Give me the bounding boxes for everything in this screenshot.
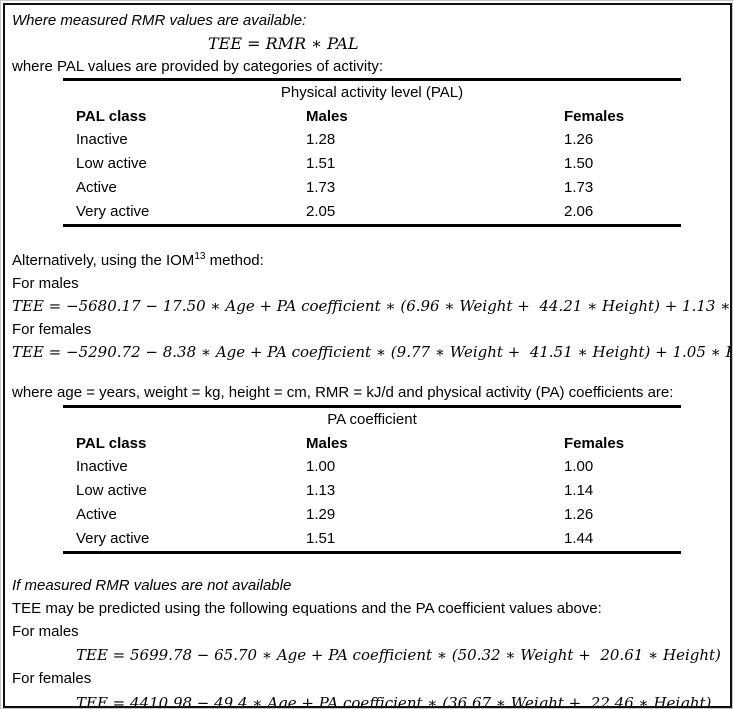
rmr-available-heading: Where measured RMR values are available:: [12, 12, 307, 29]
pal-table-col-palclass: PAL class: [76, 108, 147, 125]
pal-class-cell: Active: [76, 179, 117, 196]
pa-coefficient-table: PA coefficient PAL class Males Females I…: [63, 405, 681, 554]
females-value-cell: 1.14: [564, 482, 594, 499]
females-value-cell: 2.06: [564, 203, 594, 220]
table-row: Very active 2.05 2.06: [63, 200, 681, 224]
table-row: Low active 1.51 1.50: [63, 152, 681, 176]
pal-class-cell: Inactive: [76, 131, 128, 148]
tee-rmr-pal-equation: TEE = RMR ∗ PAL: [208, 34, 359, 53]
females-value-cell: 1.26: [564, 131, 594, 148]
prediction-males-equation: TEE = 5699.78 − 65.70 ∗ Age + PA coeffic…: [76, 646, 721, 664]
females-value-cell: 1.50: [564, 155, 594, 172]
pal-table-col-females: Females: [564, 108, 625, 125]
table-row: Inactive 1.00 1.00: [63, 455, 681, 479]
units-note: where age = years, weight = kg, height =…: [12, 384, 674, 401]
males-value-cell: 2.05: [306, 203, 336, 220]
table-row: Very active 1.51 1.44: [63, 527, 681, 551]
spacer: [12, 227, 725, 245]
table-row: Low active 1.13 1.14: [63, 479, 681, 503]
pa-table-col-females: Females: [564, 435, 625, 452]
pal-table-header-row: PAL class Males Females: [63, 105, 681, 128]
females-value-cell: 1.73: [564, 179, 594, 196]
prediction-for-females-label: For females: [12, 670, 92, 687]
iom-males-equation: TEE = −5680.17 − 17.50 ∗ Age + PA coeffi…: [12, 297, 732, 315]
pa-table-col-palclass: PAL class: [76, 435, 147, 452]
pal-class-cell: Very active: [76, 530, 150, 547]
females-value-cell: 1.00: [564, 458, 594, 475]
pal-class-cell: Very active: [76, 203, 150, 220]
spacer: [12, 364, 725, 381]
figure-frame: Where measured RMR values are available:…: [3, 3, 732, 708]
iom-females-equation: TEE = −5290.72 − 8.38 ∗ Age + PA coeffic…: [12, 343, 732, 361]
spacer: [12, 554, 725, 574]
females-value-cell: 1.44: [564, 530, 594, 547]
pal-class-cell: Low active: [76, 482, 147, 499]
table-row: Active 1.29 1.26: [63, 503, 681, 527]
rmr-not-available-heading: If measured RMR values are not available: [12, 577, 292, 594]
pal-class-cell: Inactive: [76, 458, 128, 475]
males-value-cell: 1.29: [306, 506, 336, 523]
males-value-cell: 1.00: [306, 458, 336, 475]
pa-table-span-header: PA coefficient: [327, 411, 417, 428]
prediction-description: TEE may be predicted using the following…: [12, 600, 602, 617]
males-value-cell: 1.73: [306, 179, 336, 196]
females-value-cell: 1.26: [564, 506, 594, 523]
iom-reference-superscript: 13: [194, 251, 206, 262]
prediction-females-equation: TEE = 4410.98 − 49.4 ∗ Age + PA coeffici…: [76, 694, 712, 708]
iom-method-suffix: method:: [205, 252, 264, 269]
pal-class-cell: Active: [76, 506, 117, 523]
males-value-cell: 1.51: [306, 155, 336, 172]
males-value-cell: 1.51: [306, 530, 336, 547]
pal-table: Physical activity level (PAL) PAL class …: [63, 78, 681, 227]
iom-method-line: Alternatively, using the IOM13 method:: [12, 245, 725, 272]
table-row: Active 1.73 1.73: [63, 176, 681, 200]
pa-table-header-row: PAL class Males Females: [63, 432, 681, 455]
iom-method-prefix: Alternatively, using the IOM: [12, 252, 195, 269]
males-value-cell: 1.13: [306, 482, 336, 499]
pa-table-col-males: Males: [306, 435, 348, 452]
males-value-cell: 1.28: [306, 131, 336, 148]
pal-table-col-males: Males: [306, 108, 348, 125]
iom-for-males-label: For males: [12, 275, 79, 292]
iom-for-females-label: For females: [12, 321, 92, 338]
table-row: Inactive 1.28 1.26: [63, 128, 681, 152]
pal-categories-subtext: where PAL values are provided by categor…: [12, 58, 384, 75]
prediction-for-males-label: For males: [12, 623, 79, 640]
pal-class-cell: Low active: [76, 155, 147, 172]
pal-table-span-header: Physical activity level (PAL): [280, 84, 464, 101]
